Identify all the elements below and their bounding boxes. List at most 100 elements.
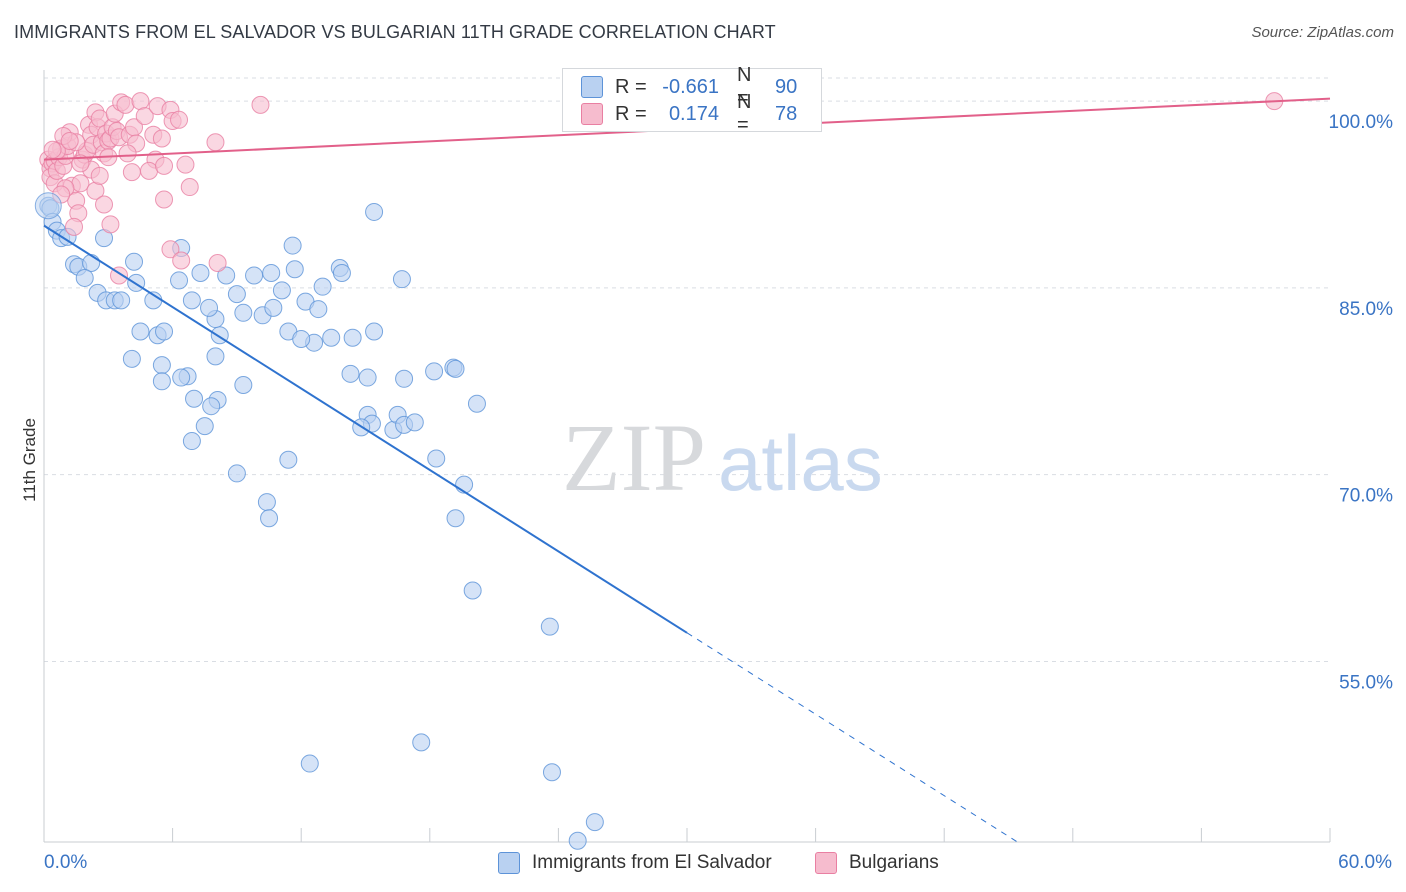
blue-point xyxy=(272,281,291,300)
watermark: ZIP atlas xyxy=(562,404,883,511)
pink-point xyxy=(155,156,174,175)
watermark-atlas: atlas xyxy=(718,419,883,507)
blue-point xyxy=(585,813,604,832)
legend-n-label: N = xyxy=(737,64,752,109)
legend-r-label: R = xyxy=(615,102,647,125)
blue-point xyxy=(170,271,189,290)
blue-point xyxy=(112,291,131,310)
pink-point xyxy=(155,190,174,209)
blue-point xyxy=(262,263,281,282)
blue-point xyxy=(34,192,62,220)
blue-point xyxy=(427,449,446,468)
y-tick-label: 70.0% xyxy=(1339,486,1393,507)
blue-point xyxy=(568,831,587,850)
series-legend: Immigrants from El Salvador Bulgarians xyxy=(0,852,1406,878)
blue-point xyxy=(152,372,171,391)
pink-point xyxy=(172,251,191,270)
blue-point xyxy=(341,364,360,383)
y-tick-label: 100.0% xyxy=(1329,112,1394,133)
blue-point xyxy=(234,376,253,395)
series-legend-label: Bulgarians xyxy=(849,852,939,873)
x-tick-label-min: 0.0% xyxy=(44,852,88,873)
blue-point xyxy=(446,359,465,378)
blue-point xyxy=(185,389,204,408)
pink-point xyxy=(135,107,154,126)
blue-point xyxy=(152,356,171,375)
blue-point xyxy=(234,303,253,322)
y-tick-label: 55.0% xyxy=(1339,672,1393,693)
pink-point xyxy=(95,195,114,214)
pink-point xyxy=(71,174,90,193)
pink-point xyxy=(60,131,79,150)
correlation-legend: R = -0.661 N = 90 R = 0.174 N = 78 xyxy=(562,64,822,136)
blue-point xyxy=(131,322,150,341)
blue-point xyxy=(283,236,302,255)
blue-point xyxy=(332,263,351,282)
blue-point xyxy=(202,397,221,416)
blue-point xyxy=(405,413,424,432)
legend-r-value: -0.661 xyxy=(662,75,719,98)
series-legend-item-bulgarians[interactable]: Bulgarians xyxy=(815,852,939,874)
pink-point xyxy=(140,161,159,180)
pink-point xyxy=(90,166,109,185)
series-legend-item-el-salvador[interactable]: Immigrants from El Salvador xyxy=(498,852,772,874)
blue-point xyxy=(309,300,328,319)
pink-point xyxy=(161,240,180,259)
blue-point xyxy=(358,368,377,387)
y-axis-label: 11th Grade xyxy=(20,418,39,502)
pink-point xyxy=(122,163,141,182)
trend-line-el-salvador-extension xyxy=(686,632,1022,845)
blue-point xyxy=(392,270,411,289)
blue-point xyxy=(257,493,276,512)
blue-point xyxy=(300,754,319,773)
legend-row-blue: R = -0.661 N = 90 xyxy=(581,64,798,109)
legend-swatch-blue xyxy=(581,76,603,98)
pink-point xyxy=(71,154,90,173)
y-tick-label: 85.0% xyxy=(1339,299,1393,320)
blue-point xyxy=(425,362,444,381)
legend-r-label: R = xyxy=(615,75,647,98)
blue-point xyxy=(467,394,486,413)
blue-point xyxy=(182,432,201,451)
blue-point xyxy=(463,581,482,600)
blue-point xyxy=(172,368,191,387)
blue-point xyxy=(82,254,101,272)
source-label: Source: ZipAtlas.com xyxy=(1251,24,1394,41)
trend-line-el-salvador xyxy=(43,224,688,634)
blue-point xyxy=(412,733,431,752)
points-layer xyxy=(34,92,1284,850)
blue-point xyxy=(75,268,94,287)
blue-point xyxy=(206,347,225,366)
blue-point xyxy=(292,329,311,348)
pink-point xyxy=(208,254,227,272)
watermark-zip: ZIP xyxy=(562,404,706,511)
blue-point xyxy=(365,202,384,221)
blue-point xyxy=(245,266,264,285)
blue-point xyxy=(155,322,174,341)
pink-point xyxy=(251,95,270,114)
legend-row-pink: R = 0.174 N = 78 xyxy=(581,91,798,136)
pink-point xyxy=(206,133,225,152)
pink-point xyxy=(131,92,150,111)
legend-n-value: 90 xyxy=(775,75,798,98)
blue-point xyxy=(125,252,144,271)
blue-point xyxy=(343,328,362,347)
pink-point xyxy=(65,217,84,236)
blue-point xyxy=(227,464,246,483)
blue-point xyxy=(395,369,414,388)
pink-point xyxy=(152,129,171,148)
blue-point xyxy=(122,349,141,368)
blue-point xyxy=(542,763,561,782)
blue-point xyxy=(279,450,298,469)
blue-point xyxy=(264,298,283,317)
blue-point xyxy=(200,298,219,317)
y-tick-labels: 55.0% 70.0% 85.0% 100.0% xyxy=(1329,112,1394,693)
blue-point xyxy=(217,266,236,285)
pink-point xyxy=(101,215,120,234)
legend-swatch-pink xyxy=(581,103,603,125)
blue-point xyxy=(182,291,201,310)
legend-n-value: 78 xyxy=(775,102,798,125)
blue-point xyxy=(195,417,214,436)
pink-point xyxy=(176,155,195,174)
